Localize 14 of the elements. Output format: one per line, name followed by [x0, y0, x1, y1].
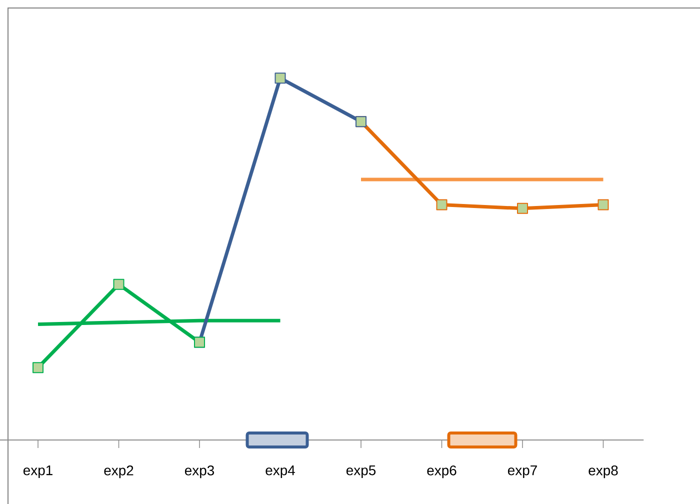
point	[598, 199, 609, 210]
x-tick-label: exp2	[104, 465, 134, 478]
x-tick-label: exp7	[508, 466, 537, 478]
point	[274, 72, 286, 84]
x-tick-label: exp8	[588, 465, 618, 478]
x-tick-label: exp6	[427, 465, 456, 478]
x-tick-label: exp3	[184, 465, 214, 478]
point	[113, 278, 124, 290]
x-tick-label: exp5	[346, 466, 376, 478]
point	[32, 362, 44, 374]
point	[517, 202, 528, 214]
x-tick-label: exp4	[266, 466, 295, 478]
point	[436, 199, 448, 210]
x-tick-label: exp1	[23, 466, 52, 478]
